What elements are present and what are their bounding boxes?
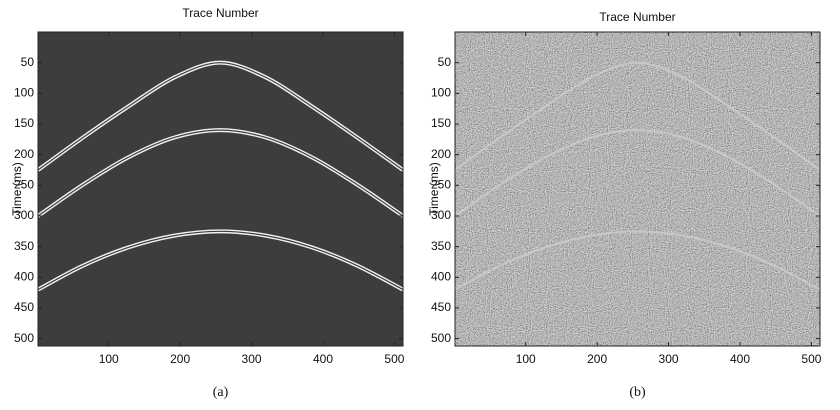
y-tick-label: 450 <box>14 300 34 314</box>
x-tick-label: 500 <box>384 352 404 366</box>
y-tick-label: 100 <box>14 86 34 100</box>
y-tick-label: 300 <box>431 208 451 222</box>
event-line <box>455 61 820 171</box>
y-tick-label: 450 <box>431 300 451 314</box>
y-tick-label: 250 <box>431 177 451 191</box>
event-line <box>455 129 820 217</box>
plot-bg <box>38 32 403 346</box>
x-tick-label: 100 <box>516 352 536 366</box>
y-tick-label: 350 <box>14 239 34 253</box>
x-tick-label: 100 <box>99 352 119 366</box>
x-tick-label: 300 <box>242 352 262 366</box>
y-axis-title: Time (ms) <box>10 162 24 216</box>
y-tick-label: 500 <box>431 331 451 345</box>
y-tick-label: 100 <box>431 86 451 100</box>
x-axis-title: Trace Number <box>599 10 675 24</box>
y-tick-label: 300 <box>14 208 34 222</box>
event-line <box>455 230 820 291</box>
y-tick-label: 200 <box>431 147 451 161</box>
y-tick-label: 400 <box>431 269 451 283</box>
y-tick-label: 500 <box>14 331 34 345</box>
x-axis-title: Trace Number <box>182 6 258 20</box>
x-tick-label: 200 <box>170 352 190 366</box>
plot-frame <box>37 31 404 347</box>
events <box>38 60 403 292</box>
y-tick-label: 350 <box>431 239 451 253</box>
y-tick-label: 50 <box>21 55 35 69</box>
x-tick-label: 300 <box>659 352 679 366</box>
events <box>455 61 820 291</box>
plot-frame <box>454 31 821 347</box>
y-axis-title: Time (ms) <box>427 162 441 216</box>
event-core <box>38 62 403 171</box>
y-tick-label: 150 <box>431 116 451 130</box>
y-tick-label: 400 <box>14 269 34 283</box>
y-tick-label: 250 <box>14 177 34 191</box>
y-tick-label: 200 <box>14 147 34 161</box>
noise <box>455 32 820 346</box>
y-tick-label: 50 <box>438 55 452 69</box>
x-tick-label: 500 <box>801 352 821 366</box>
caption: (a) <box>213 385 229 400</box>
x-tick-label: 400 <box>730 352 750 366</box>
y-tick-label: 150 <box>14 116 34 130</box>
x-tick-label: 400 <box>313 352 333 366</box>
x-tick-label: 200 <box>587 352 607 366</box>
caption: (b) <box>629 385 646 400</box>
event-core <box>38 129 403 217</box>
event-core <box>38 230 403 291</box>
